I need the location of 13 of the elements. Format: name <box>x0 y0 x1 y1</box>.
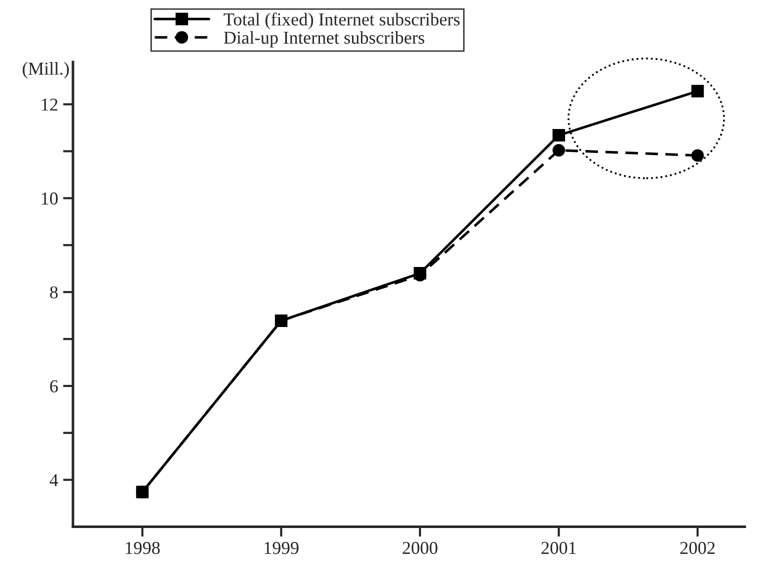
legend-label: Total (fixed) Internet subscribers <box>224 12 460 30</box>
y-tick-label: 6 <box>50 380 58 392</box>
y-tick-label: 8 <box>50 286 58 299</box>
x-tick-label: 2002 <box>680 542 715 554</box>
y-tick-label: 10 <box>42 192 58 205</box>
x-tick-label: 1998 <box>126 542 160 554</box>
x-tick-label: 2001 <box>542 542 576 554</box>
x-tick-label: 1999 <box>264 542 298 554</box>
y-tick-label: 4 <box>50 474 58 486</box>
x-tick-label: 2000 <box>402 542 438 554</box>
y-axis-title: (Mill.) <box>22 62 69 78</box>
legend-label: Dial-up Internet subscribers <box>224 31 424 48</box>
y-tick-label: 12 <box>42 98 58 111</box>
